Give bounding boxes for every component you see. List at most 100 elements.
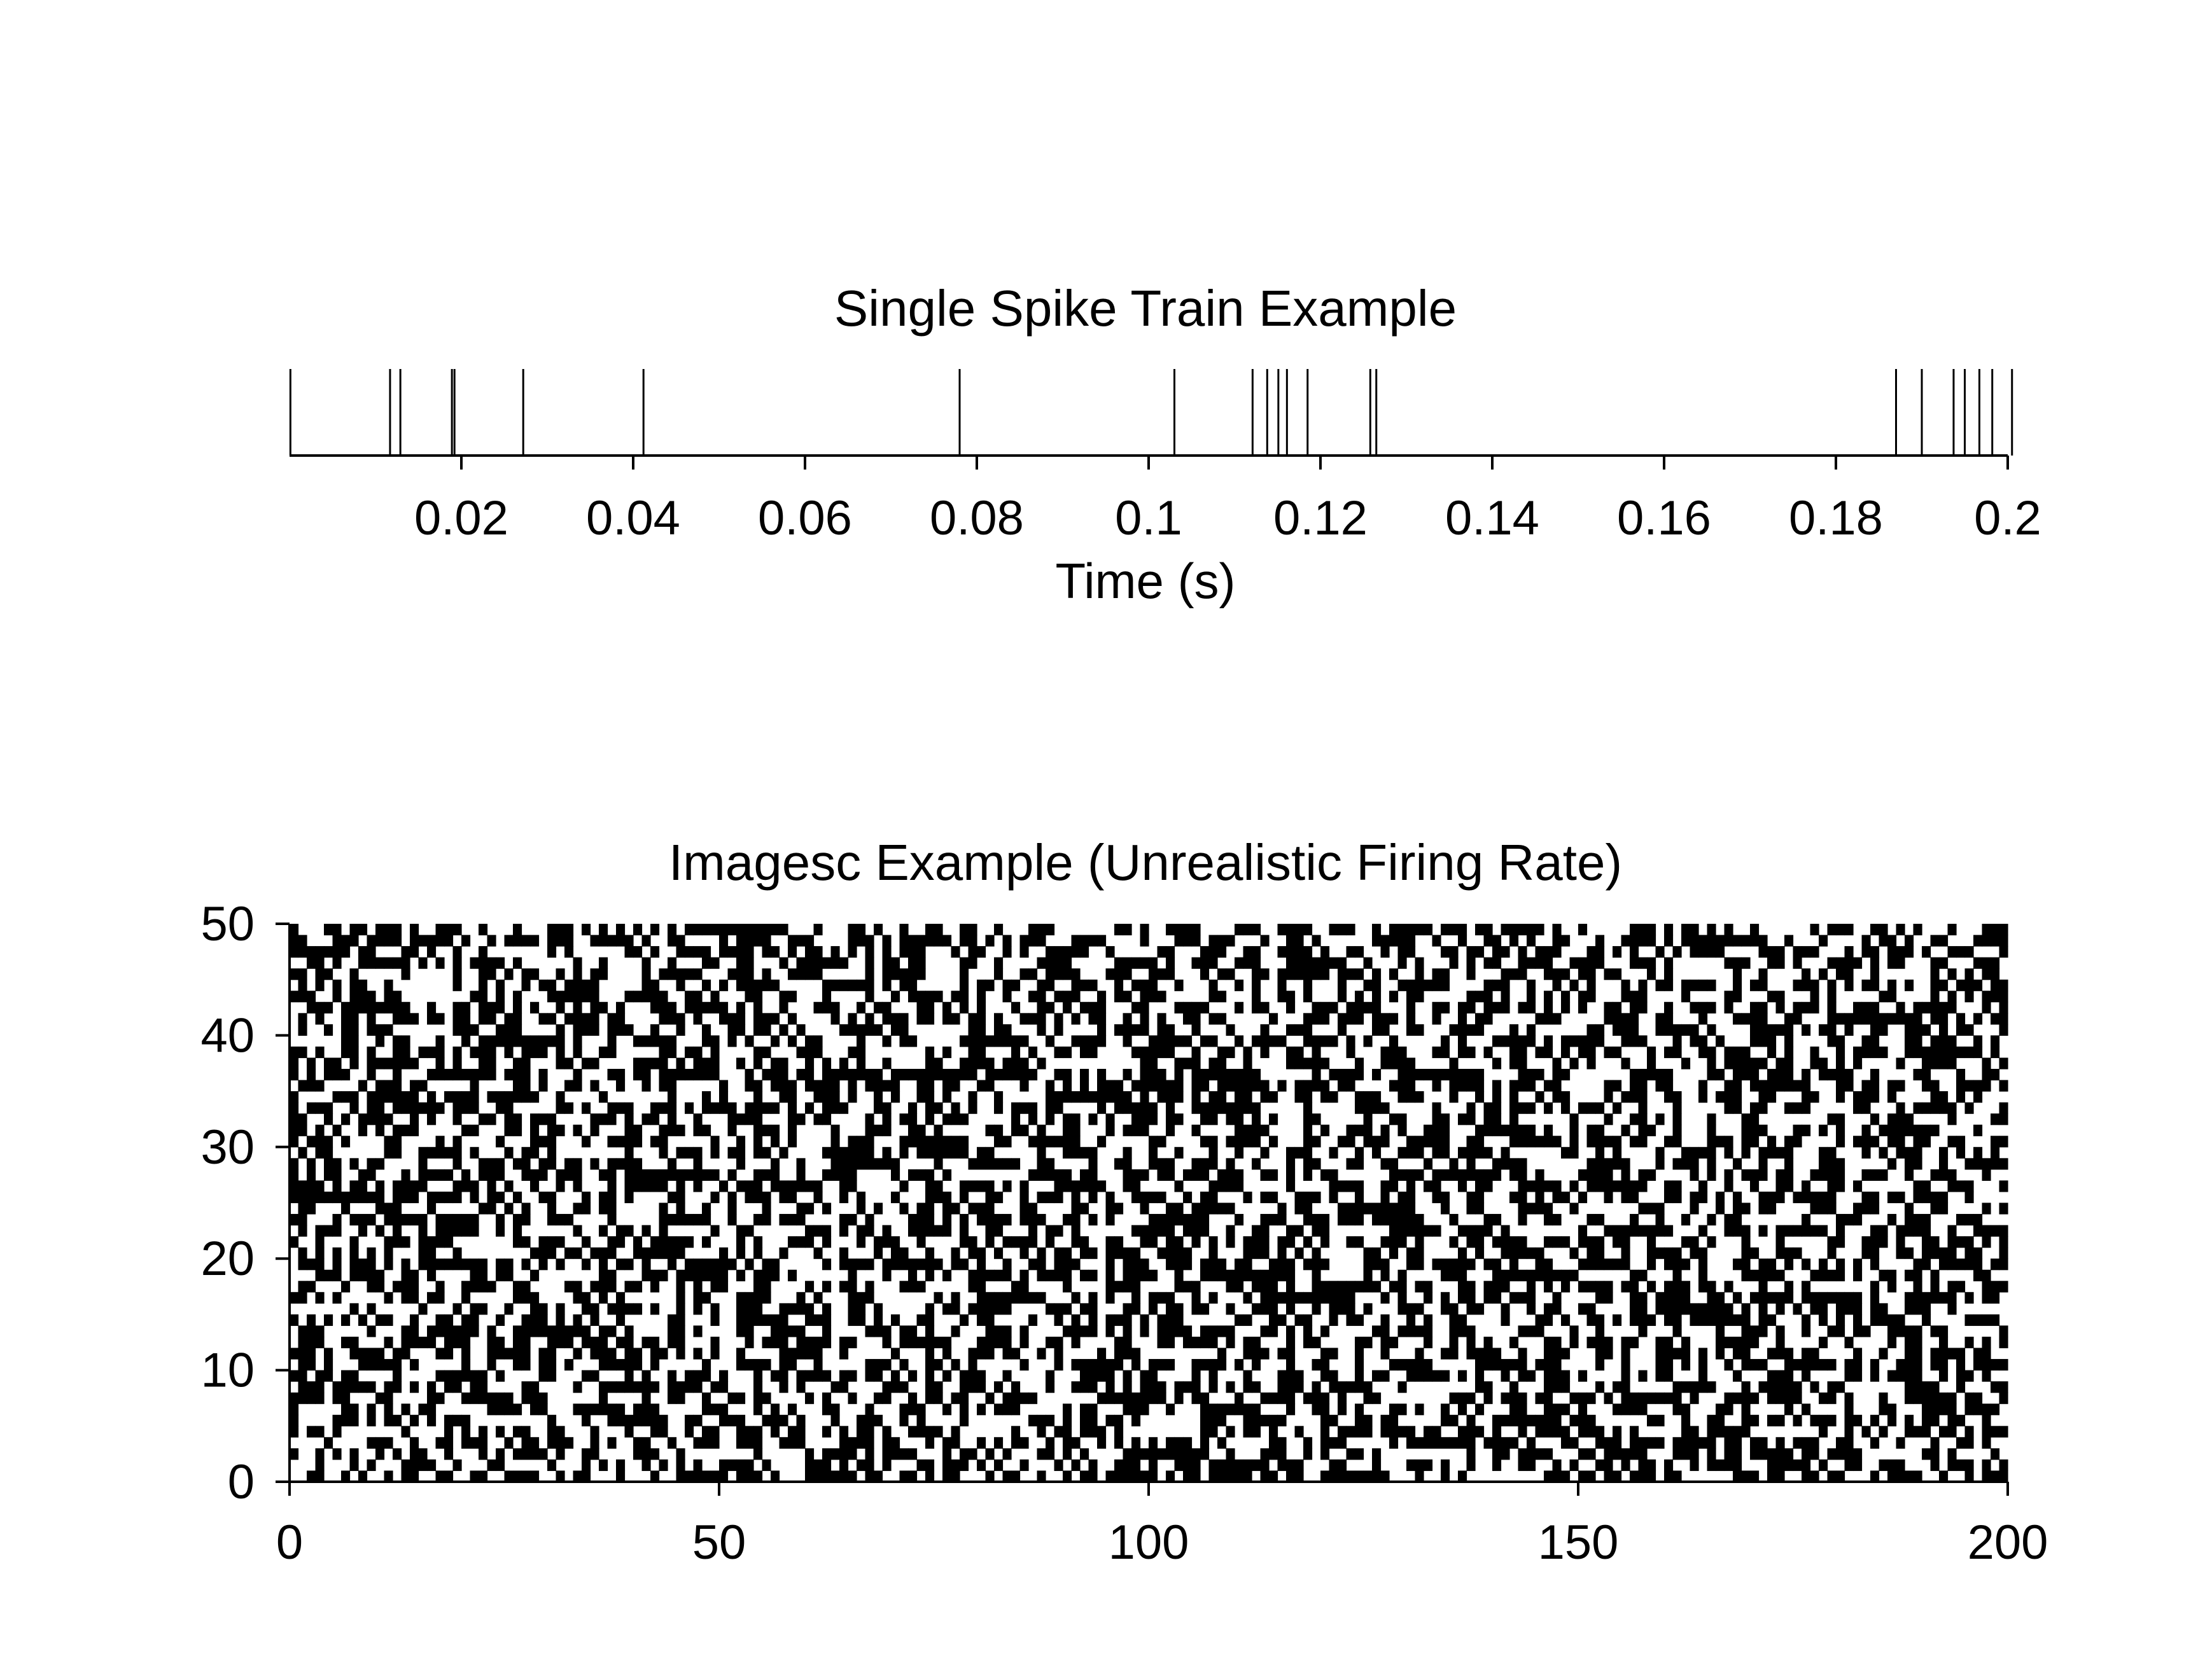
heatmap-cell [1896,1057,1905,1069]
heatmap-cell [435,1136,445,1148]
heatmap-cell [324,1158,333,1170]
heatmap-cell [1191,1381,1201,1393]
heatmap-cell [1028,1392,1038,1404]
heatmap-cell [891,1448,900,1460]
heatmap-cell [977,1180,986,1192]
heatmap-cell [1905,1146,1914,1159]
heatmap-cell [1260,968,1270,980]
heatmap-cell [1080,1269,1089,1281]
heatmap-cell [942,1069,952,1081]
heatmap-cell [1913,924,1922,936]
heatmap-cell [1569,1146,1579,1159]
heatmap-cell [1527,935,1536,947]
heatmap-cell [538,1136,548,1148]
heatmap-cell [951,1359,960,1371]
heatmap-cell [1930,1448,1940,1460]
heatmap-cell [1286,1336,1296,1349]
heatmap-cell [830,1381,840,1393]
heatmap-cell [985,1069,995,1081]
spike-lines [289,369,2013,456]
heatmap-cell [1922,1024,1931,1036]
heatmap-cell [1372,979,1382,991]
heatmap-cell [1114,957,1124,969]
heatmap-cell [538,1035,548,1047]
heatmap-cell [1294,1202,1304,1215]
heatmap-cell [1716,1404,1725,1416]
heatmap-cell [693,1180,703,1192]
heatmap-cell [1664,968,1674,980]
heatmap-cell [1913,1191,1922,1204]
heatmap-cell [1329,1035,1338,1047]
heatmap-cell [1294,1459,1304,1472]
heatmap-cell [1844,957,1854,969]
heatmap-cell [1630,1091,1639,1103]
heatmap-cell [504,1035,514,1047]
heatmap-cell [1406,1202,1416,1215]
heatmap-cell [839,1191,849,1204]
heatmap-cell [1630,1437,1639,1449]
heatmap-cell [779,1146,788,1159]
heatmap-cell [977,1258,986,1271]
heatmap-cell [1397,1046,1407,1059]
heatmap-cell [607,1381,617,1393]
heatmap-cell [1613,1381,1622,1393]
heatmap-cell [633,1437,643,1449]
heatmap-cell [1947,968,1957,980]
heatmap-cell [822,1069,832,1081]
heatmap-cell [1441,924,1450,936]
heatmap-cell [1870,1136,1880,1148]
heatmap-cell [1621,1191,1630,1204]
heatmap-cell [1157,1013,1166,1025]
heatmap-cell [1157,946,1166,958]
heatmap-cell [857,1303,866,1315]
heatmap-cell [1784,1158,1794,1170]
heatmap-cell [1449,1348,1459,1360]
heatmap-cell [349,1269,359,1281]
heatmap-cell [899,1013,909,1025]
heatmap-cell [1655,1348,1665,1360]
heatmap-cell [1844,1404,1854,1416]
heatmap-cell [865,1146,874,1159]
heatmap-cell [547,1426,557,1438]
heatmap-cell [727,1191,737,1204]
heatmap-cell [547,1370,557,1382]
heatmap-cell [1071,991,1081,1003]
heatmap-cell [1286,1258,1296,1271]
heatmap-cell [1552,1269,1562,1281]
heatmap-cell [1775,1080,1785,1092]
heatmap-cell [1672,1392,1682,1404]
heatmap-cell [1664,1136,1674,1148]
heatmap-cell [1046,1448,1055,1460]
heatmap-cell [916,1001,926,1014]
heatmap-cell [1303,1437,1313,1449]
heatmap-cell [1166,1035,1175,1047]
heatmap-cell [994,1269,1004,1281]
heatmap-cell [1698,979,1708,991]
heatmap-cell [951,1325,960,1337]
heatmap-cell [1019,1102,1029,1114]
heatmap-cell [1664,1392,1674,1404]
heatmap-cell [839,1437,849,1449]
heatmap-cell [813,1046,823,1059]
heatmap-cell [1200,1202,1210,1215]
heatmap-cell [1492,1281,1502,1293]
heatmap-cell [753,1169,763,1181]
heatmap-cell [1595,1281,1605,1293]
heatmap-cell [994,1035,1004,1047]
heatmap-cell [693,1414,703,1426]
heatmap-cell [1389,1057,1399,1069]
heatmap-cell [1535,1191,1544,1204]
heatmap-cell [1501,1392,1510,1404]
heatmap-cell [1028,1069,1038,1081]
heatmap-cell [1982,991,1991,1003]
heatmap-cell [461,1325,471,1337]
heatmap-cell [1466,946,1476,958]
heatmap-cell [1397,946,1407,958]
heatmap-cell [1638,957,1648,969]
heatmap-cell [916,1258,926,1271]
heatmap-cell [1947,946,1957,958]
heatmap-cell [659,1035,668,1047]
heatmap-cell [349,991,359,1003]
heatmap-cell [1483,1046,1493,1059]
heatmap-cell [1578,1281,1588,1293]
